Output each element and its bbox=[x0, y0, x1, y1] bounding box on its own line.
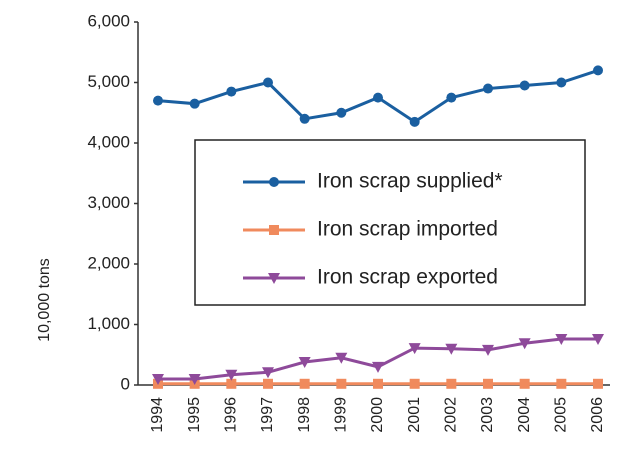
data-point bbox=[372, 361, 384, 373]
data-point bbox=[263, 378, 273, 389]
legend-marker bbox=[268, 273, 280, 284]
data-point bbox=[408, 343, 421, 355]
x-tick-label: 1998 bbox=[296, 397, 313, 433]
data-point bbox=[336, 107, 347, 118]
y-tick-label: 0 bbox=[121, 374, 130, 393]
x-tick-label: 1997 bbox=[259, 397, 276, 433]
y-tick-label: 2,000 bbox=[87, 253, 130, 272]
x-tick-label: 2001 bbox=[406, 397, 423, 433]
legend-label: Iron scrap imported bbox=[317, 218, 498, 241]
data-point bbox=[336, 378, 347, 389]
x-tick-label: 2006 bbox=[589, 397, 606, 433]
data-point bbox=[519, 378, 530, 389]
x-tick-label: 1999 bbox=[333, 397, 350, 433]
data-point bbox=[188, 373, 201, 385]
x-tick-label: 2002 bbox=[443, 397, 460, 433]
data-point bbox=[556, 77, 567, 88]
data-point bbox=[373, 92, 383, 103]
y-tick-label: 6,000 bbox=[87, 11, 130, 30]
y-tick-label: 1,000 bbox=[87, 314, 130, 333]
x-tick-label: 2003 bbox=[479, 397, 496, 433]
data-point bbox=[593, 65, 603, 76]
legend-marker bbox=[269, 177, 279, 187]
data-point bbox=[226, 378, 237, 389]
data-point bbox=[373, 378, 383, 389]
data-point bbox=[263, 77, 273, 88]
data-point bbox=[225, 369, 238, 381]
data-point bbox=[445, 343, 458, 355]
y-tick-label: 5,000 bbox=[87, 72, 130, 91]
data-point bbox=[409, 116, 420, 127]
data-point bbox=[298, 357, 311, 369]
data-point bbox=[483, 378, 493, 389]
y-axis-label: 10,000 tons bbox=[36, 258, 53, 342]
data-point bbox=[518, 338, 531, 350]
data-point bbox=[592, 334, 604, 346]
data-point bbox=[153, 95, 163, 106]
data-point bbox=[152, 373, 164, 385]
data-point bbox=[409, 378, 420, 389]
x-tick-label: 2005 bbox=[553, 397, 570, 433]
x-tick-label: 2004 bbox=[516, 397, 533, 433]
data-point bbox=[299, 378, 310, 389]
x-tick-label: 2000 bbox=[369, 397, 386, 433]
data-point bbox=[446, 92, 457, 103]
legend-label: Iron scrap supplied* bbox=[317, 170, 503, 193]
series-line bbox=[158, 337, 598, 381]
data-point bbox=[226, 86, 237, 97]
data-point bbox=[519, 80, 530, 91]
data-point bbox=[556, 378, 567, 389]
x-tick-label: 1994 bbox=[149, 397, 166, 433]
data-point bbox=[446, 378, 457, 389]
legend-label: Iron scrap exported bbox=[317, 266, 498, 289]
y-tick-label: 4,000 bbox=[87, 132, 130, 151]
data-point bbox=[189, 98, 200, 109]
data-point bbox=[593, 378, 603, 389]
data-point bbox=[483, 83, 493, 94]
data-point bbox=[262, 367, 274, 379]
data-point bbox=[335, 352, 348, 364]
y-tick-label: 3,000 bbox=[87, 193, 130, 212]
data-point bbox=[482, 344, 494, 356]
x-tick-label: 1995 bbox=[186, 397, 203, 433]
x-tick-label: 1996 bbox=[223, 397, 240, 433]
data-point bbox=[555, 334, 568, 346]
legend-marker bbox=[269, 225, 279, 235]
data-point bbox=[299, 113, 310, 124]
